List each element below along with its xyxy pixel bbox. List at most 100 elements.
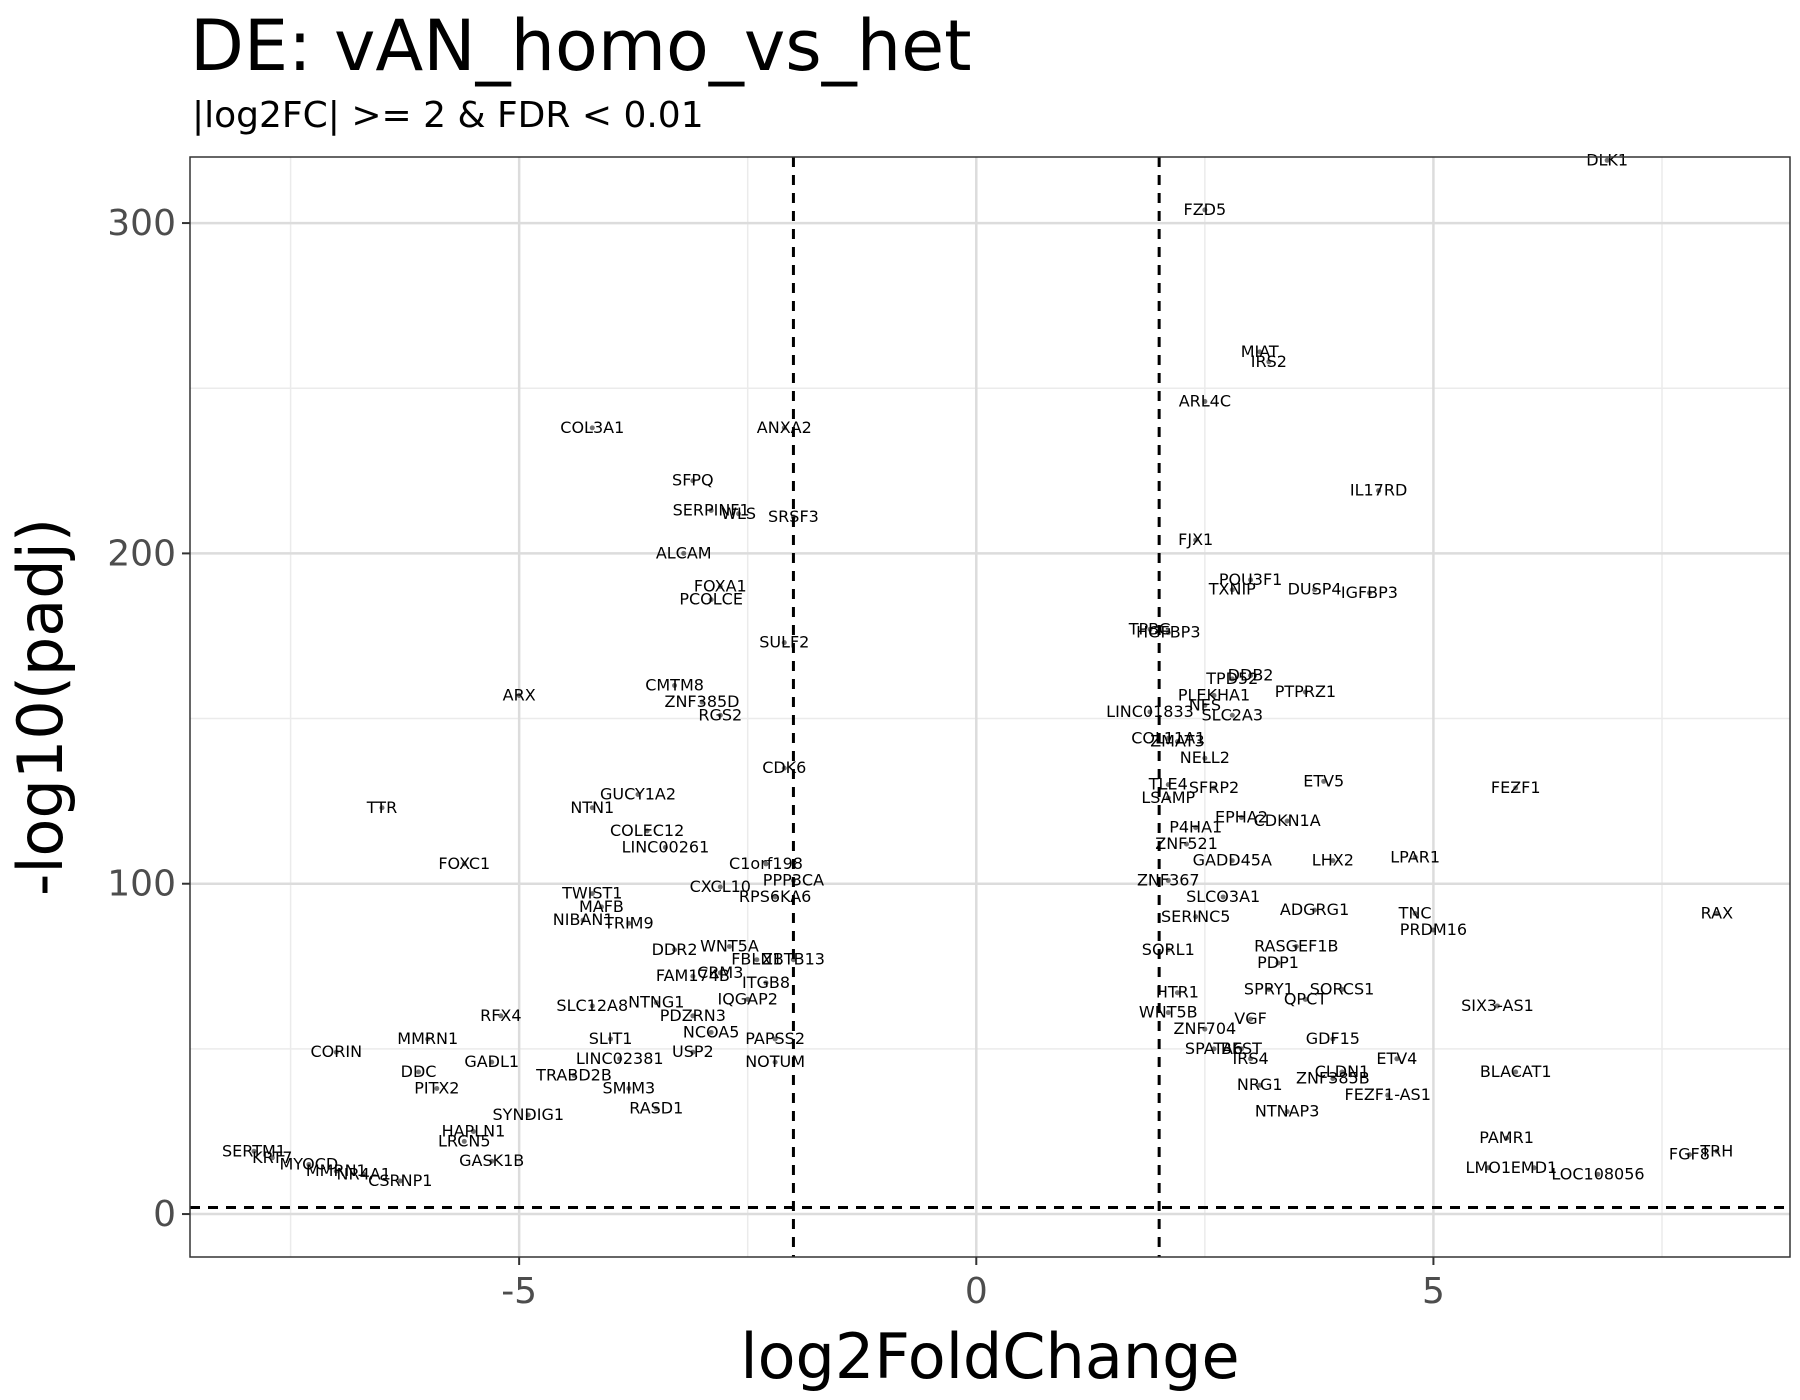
data-point [736,511,742,517]
chart-title: DE: vAN_homo_vs_het [190,5,972,87]
data-point [1257,349,1263,355]
data-point [1394,1056,1400,1062]
gene-label: VGF [1234,1009,1267,1028]
gene-label: LINC01833 [1106,702,1194,721]
gene-label: NR4A1 [337,1164,391,1183]
gene-label: FJX1 [1178,530,1213,549]
gene-label: SERPINF1 [673,500,750,519]
gene-label: WNT5B [1139,1003,1198,1022]
data-point [1293,943,1299,949]
data-point [781,640,787,646]
gene-label: ZNF521 [1155,834,1218,853]
gene-label: FOXA1 [694,576,747,595]
gene-label: IRS4 [1232,1049,1268,1068]
gene-label: C1orf198 [729,854,803,873]
data-point [690,1049,696,1055]
data-points [251,157,1720,1184]
gene-label: ZNF385D [665,692,740,711]
gene-label: RFX4 [480,1006,521,1025]
gene-label: ZNF704 [1174,1019,1237,1038]
gene-label: NOTUM [745,1052,805,1071]
data-point [1412,910,1418,916]
data-point [1229,676,1235,682]
data-point [672,947,678,953]
gene-label: ALCAM [656,543,712,562]
gene-label: KRT7 [252,1148,292,1167]
x-tick-label: 0 [965,1271,988,1312]
gene-label: MAFB [579,897,624,916]
gene-label: LPAR1 [1390,847,1440,866]
data-point [589,891,595,897]
data-point [717,884,723,890]
plot-panel-border [189,156,1791,1258]
gene-label: ZNF385B [1296,1069,1370,1088]
data-point [763,980,769,986]
data-point [662,844,668,850]
chart-subtitle: |log2FC| >= 2 & FDR < 0.01 [192,95,704,136]
gene-label: GUCY1A2 [600,785,676,804]
gene-label: FAM174B [656,966,730,985]
data-point [1284,818,1290,824]
gene-label: DDR2 [652,940,698,959]
gene-label: RAX [1701,903,1733,922]
data-point [333,1049,339,1055]
gene-label: RGS2 [698,705,742,724]
gene-label: QPCT [1284,989,1327,1008]
gene-label: ANXA2 [757,418,812,437]
data-point [690,1013,696,1019]
data-point [1165,947,1171,953]
data-point [1202,398,1208,404]
data-point [781,425,787,431]
data-point [726,943,732,949]
gene-label: PDP1 [1257,953,1299,972]
gene-label: BEST [1221,1039,1262,1058]
data-point [1339,986,1345,992]
data-point [754,957,760,963]
gene-label: HAPLN1 [442,1121,506,1140]
gene-label: PLEKHA1 [1178,685,1250,704]
data-point [772,894,778,900]
data-point [1330,1036,1336,1042]
gene-label: SIX3-AS1 [1461,996,1534,1015]
gene-label: CMTM8 [645,676,704,695]
data-point [1248,673,1254,679]
data-point [1147,709,1153,715]
grid-lines [190,157,1790,1257]
data-point [1211,692,1217,698]
gene-label: ETV5 [1303,771,1344,790]
y-tick-label: 0 [153,1194,176,1235]
gene-label: TWIST1 [561,884,622,903]
data-point [1266,359,1272,365]
y-tick-label: 200 [107,533,176,574]
gene-label: MYOCD [279,1155,338,1174]
gene-label: LINC02381 [576,1049,664,1068]
data-point [1275,960,1281,966]
y-tick-label: 300 [107,203,176,244]
gene-label: TRABD2B [535,1065,612,1084]
gene-label: CSRNP1 [368,1171,432,1190]
gene-label: CORIN [310,1042,362,1061]
data-point [1595,1171,1601,1177]
data-point [772,1059,778,1065]
gene-label: DDB2 [1228,666,1274,685]
data-point [1165,877,1171,883]
gene-label: COLEC12 [610,821,684,840]
data-point [498,1013,504,1019]
data-point [653,1000,659,1006]
gene-label: FBLN1 [731,950,782,969]
gene-label: TPBG [1128,619,1172,638]
data-point [1193,914,1199,920]
data-point [653,1105,659,1111]
gene-label: SLCO3A1 [1186,887,1260,906]
data-point [672,683,678,689]
data-point [269,1155,275,1161]
data-point [644,828,650,834]
data-point [1193,825,1199,831]
gene-label: COL3A1 [560,418,624,437]
data-point [1312,587,1318,593]
gene-label: LMO1 [1466,1158,1512,1177]
gene-label: SPRY1 [1244,979,1294,998]
gene-label: GADL1 [464,1052,519,1071]
